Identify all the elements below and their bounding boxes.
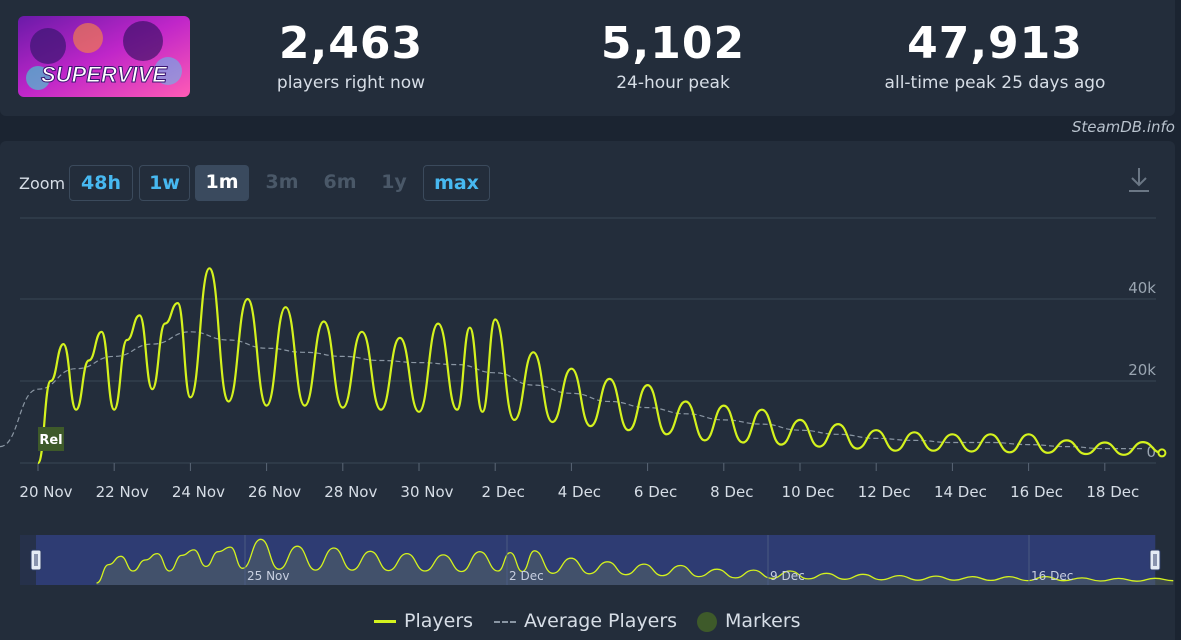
zoom-max-button[interactable]: max <box>423 165 490 201</box>
legend-players-label: Players <box>404 610 474 632</box>
x-tick-label: 30 Nov <box>400 483 453 501</box>
navigator-label: 25 Nov <box>247 569 290 583</box>
x-tick-label: 26 Nov <box>248 483 301 501</box>
legend-players[interactable]: Players <box>374 608 473 634</box>
y-axis-ticks: 0 20k 40k <box>1128 279 1156 461</box>
legend-average-swatch <box>494 620 516 623</box>
stat-all-time-peak: 47,913 all-time peak 25 days ago <box>870 18 1120 94</box>
navigator-label: 16 Dec <box>1031 569 1073 583</box>
download-icon[interactable] <box>1126 166 1152 194</box>
game-logo[interactable]: SUPERVIVE <box>18 16 190 97</box>
release-marker-label: Rel <box>39 433 62 448</box>
peak-24h-label: 24-hour peak <box>616 73 730 93</box>
players-series <box>36 267 1167 465</box>
stat-24h-peak: 5,102 24-hour peak <box>588 18 758 94</box>
zoom-48h-button[interactable]: 48h <box>69 165 133 201</box>
zoom-1m-button[interactable]: 1m <box>195 165 249 201</box>
x-tick-label: 22 Nov <box>96 483 149 501</box>
x-tick-label: 8 Dec <box>710 483 753 501</box>
players-last-point[interactable] <box>1157 448 1167 458</box>
all-time-peak-value: 47,913 <box>907 18 1083 69</box>
x-tick-label: 16 Dec <box>1010 483 1063 501</box>
y-tick-label: 0 <box>1146 443 1156 461</box>
legend-markers-label: Markers <box>725 610 801 632</box>
current-players-label: players right now <box>276 73 426 93</box>
all-time-peak-label: all-time peak 25 days ago <box>884 73 1106 93</box>
x-tick-label: 18 Dec <box>1086 483 1139 501</box>
average-players-line <box>0 331 1143 450</box>
zoom-label: Zoom <box>19 174 66 193</box>
chart-markers: Rel <box>38 427 64 451</box>
zoom-3m-button: 3m <box>265 171 299 193</box>
zoom-6m-button: 6m <box>323 171 357 193</box>
navigator-handle-left[interactable] <box>30 549 42 571</box>
x-axis-ticks: 20 Nov 22 Nov 24 Nov 26 Nov 28 Nov 30 Nov 2 De… <box>19 463 1139 501</box>
x-tick-label: 20 Nov <box>19 483 72 501</box>
y-tick-label: 20k <box>1128 361 1156 379</box>
x-tick-label: 6 Dec <box>634 483 677 501</box>
game-logo-art: SUPERVIVE <box>18 16 190 97</box>
legend-average-players[interactable]: Average Players <box>494 608 677 634</box>
x-tick-label: 4 Dec <box>558 483 601 501</box>
navigator-handle-right-grip <box>1149 549 1161 571</box>
navigator-handle-left-grip <box>30 549 42 571</box>
peak-24h-value: 5,102 <box>600 18 746 69</box>
x-tick-label: 12 Dec <box>858 483 911 501</box>
legend-markers[interactable]: Markers <box>697 608 801 634</box>
y-tick-label: 40k <box>1128 279 1156 297</box>
x-tick-label: 10 Dec <box>782 483 835 501</box>
x-tick-label: 28 Nov <box>324 483 377 501</box>
legend-players-swatch <box>374 620 396 623</box>
stat-current-players: 2,463 players right now <box>258 18 444 94</box>
release-marker[interactable]: Rel <box>38 427 64 451</box>
navigator-line <box>96 538 1174 584</box>
legend-markers-swatch <box>697 611 717 632</box>
x-tick-label: 24 Nov <box>172 483 225 501</box>
x-tick-label: 2 Dec <box>482 483 525 501</box>
zoom-1y-button: 1y <box>381 171 407 193</box>
navigator-area <box>96 539 1174 585</box>
players-line <box>36 267 1163 465</box>
stats-header: SUPERVIVE 2,463 players right now 5,102 … <box>0 0 1175 116</box>
range-navigator[interactable]: 25 Nov 2 Dec 9 Dec 16 Dec <box>20 535 1174 585</box>
steamdb-credit[interactable]: SteamDB.info <box>1071 118 1175 136</box>
release-marker-box <box>38 427 64 451</box>
navigator-label: 9 Dec <box>770 569 805 583</box>
navigator-label: 2 Dec <box>509 569 544 583</box>
chart-grid <box>20 217 1156 464</box>
average-players-series <box>0 331 1143 450</box>
x-tick-label: 14 Dec <box>934 483 987 501</box>
svg-text:SUPERVIVE: SUPERVIVE <box>41 62 168 87</box>
legend-average-label: Average Players <box>524 610 678 632</box>
current-players-value: 2,463 <box>278 18 424 69</box>
zoom-1w-button[interactable]: 1w <box>139 165 190 201</box>
navigator-handle-right[interactable] <box>1149 549 1161 571</box>
